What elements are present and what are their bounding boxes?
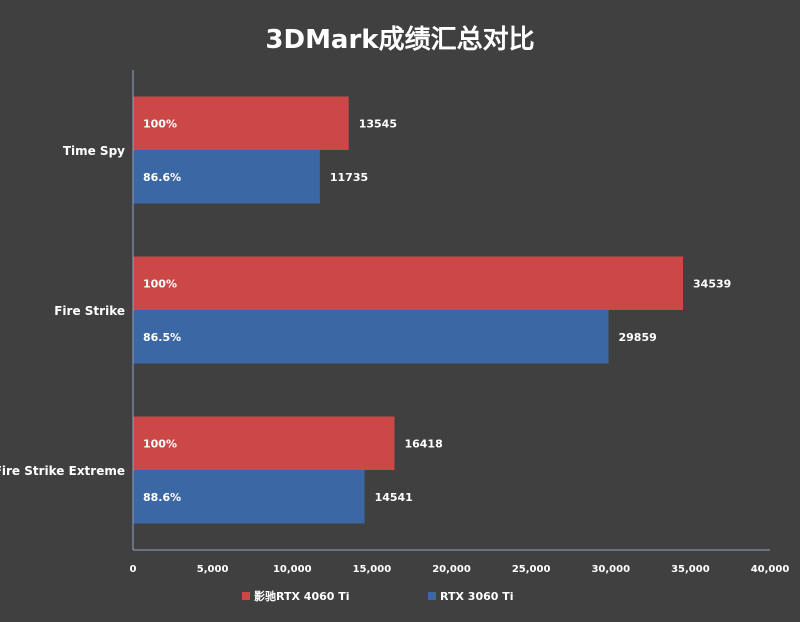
bar-value-label: 34539: [693, 277, 731, 290]
x-tick-label: 5,000: [197, 564, 229, 575]
bar-percent-label: 88.6%: [143, 491, 181, 504]
x-tick-label: 40,000: [751, 564, 790, 575]
chart-title: 3DMark成绩汇总对比: [265, 25, 534, 55]
x-tick-label: 10,000: [273, 564, 312, 575]
x-tick-label: 20,000: [432, 564, 471, 575]
category-label: Time Spy: [63, 144, 125, 158]
bar: [133, 96, 349, 150]
bar-value-label: 29859: [619, 331, 657, 344]
bar-value-label: 16418: [404, 437, 442, 450]
legend-swatch: [428, 592, 436, 600]
bar: [133, 256, 684, 310]
bar-percent-label: 100%: [143, 117, 177, 130]
bar: [133, 416, 395, 470]
bar-percent-label: 86.6%: [143, 171, 181, 184]
bar: [133, 470, 365, 524]
x-tick-label: 25,000: [512, 564, 551, 575]
x-tick-label: 15,000: [353, 564, 392, 575]
bar: [133, 310, 609, 364]
x-tick-label: 30,000: [591, 564, 630, 575]
x-tick-label: 35,000: [671, 564, 710, 575]
bar: [133, 150, 320, 204]
bar-percent-label: 86.5%: [143, 331, 181, 344]
x-tick-label: 0: [130, 564, 137, 575]
legend-label: 影驰RTX 4060 Ti: [254, 589, 350, 603]
category-label: Fire Strike: [54, 304, 125, 318]
bar-percent-label: 100%: [143, 277, 177, 290]
bar-percent-label: 100%: [143, 437, 177, 450]
bar-value-label: 14541: [375, 491, 413, 504]
category-label: Fire Strike Extreme: [0, 464, 125, 478]
bar-value-label: 11735: [330, 171, 368, 184]
bar-value-label: 13545: [359, 117, 397, 130]
legend-label: RTX 3060 Ti: [440, 590, 514, 603]
legend-swatch: [242, 592, 250, 600]
